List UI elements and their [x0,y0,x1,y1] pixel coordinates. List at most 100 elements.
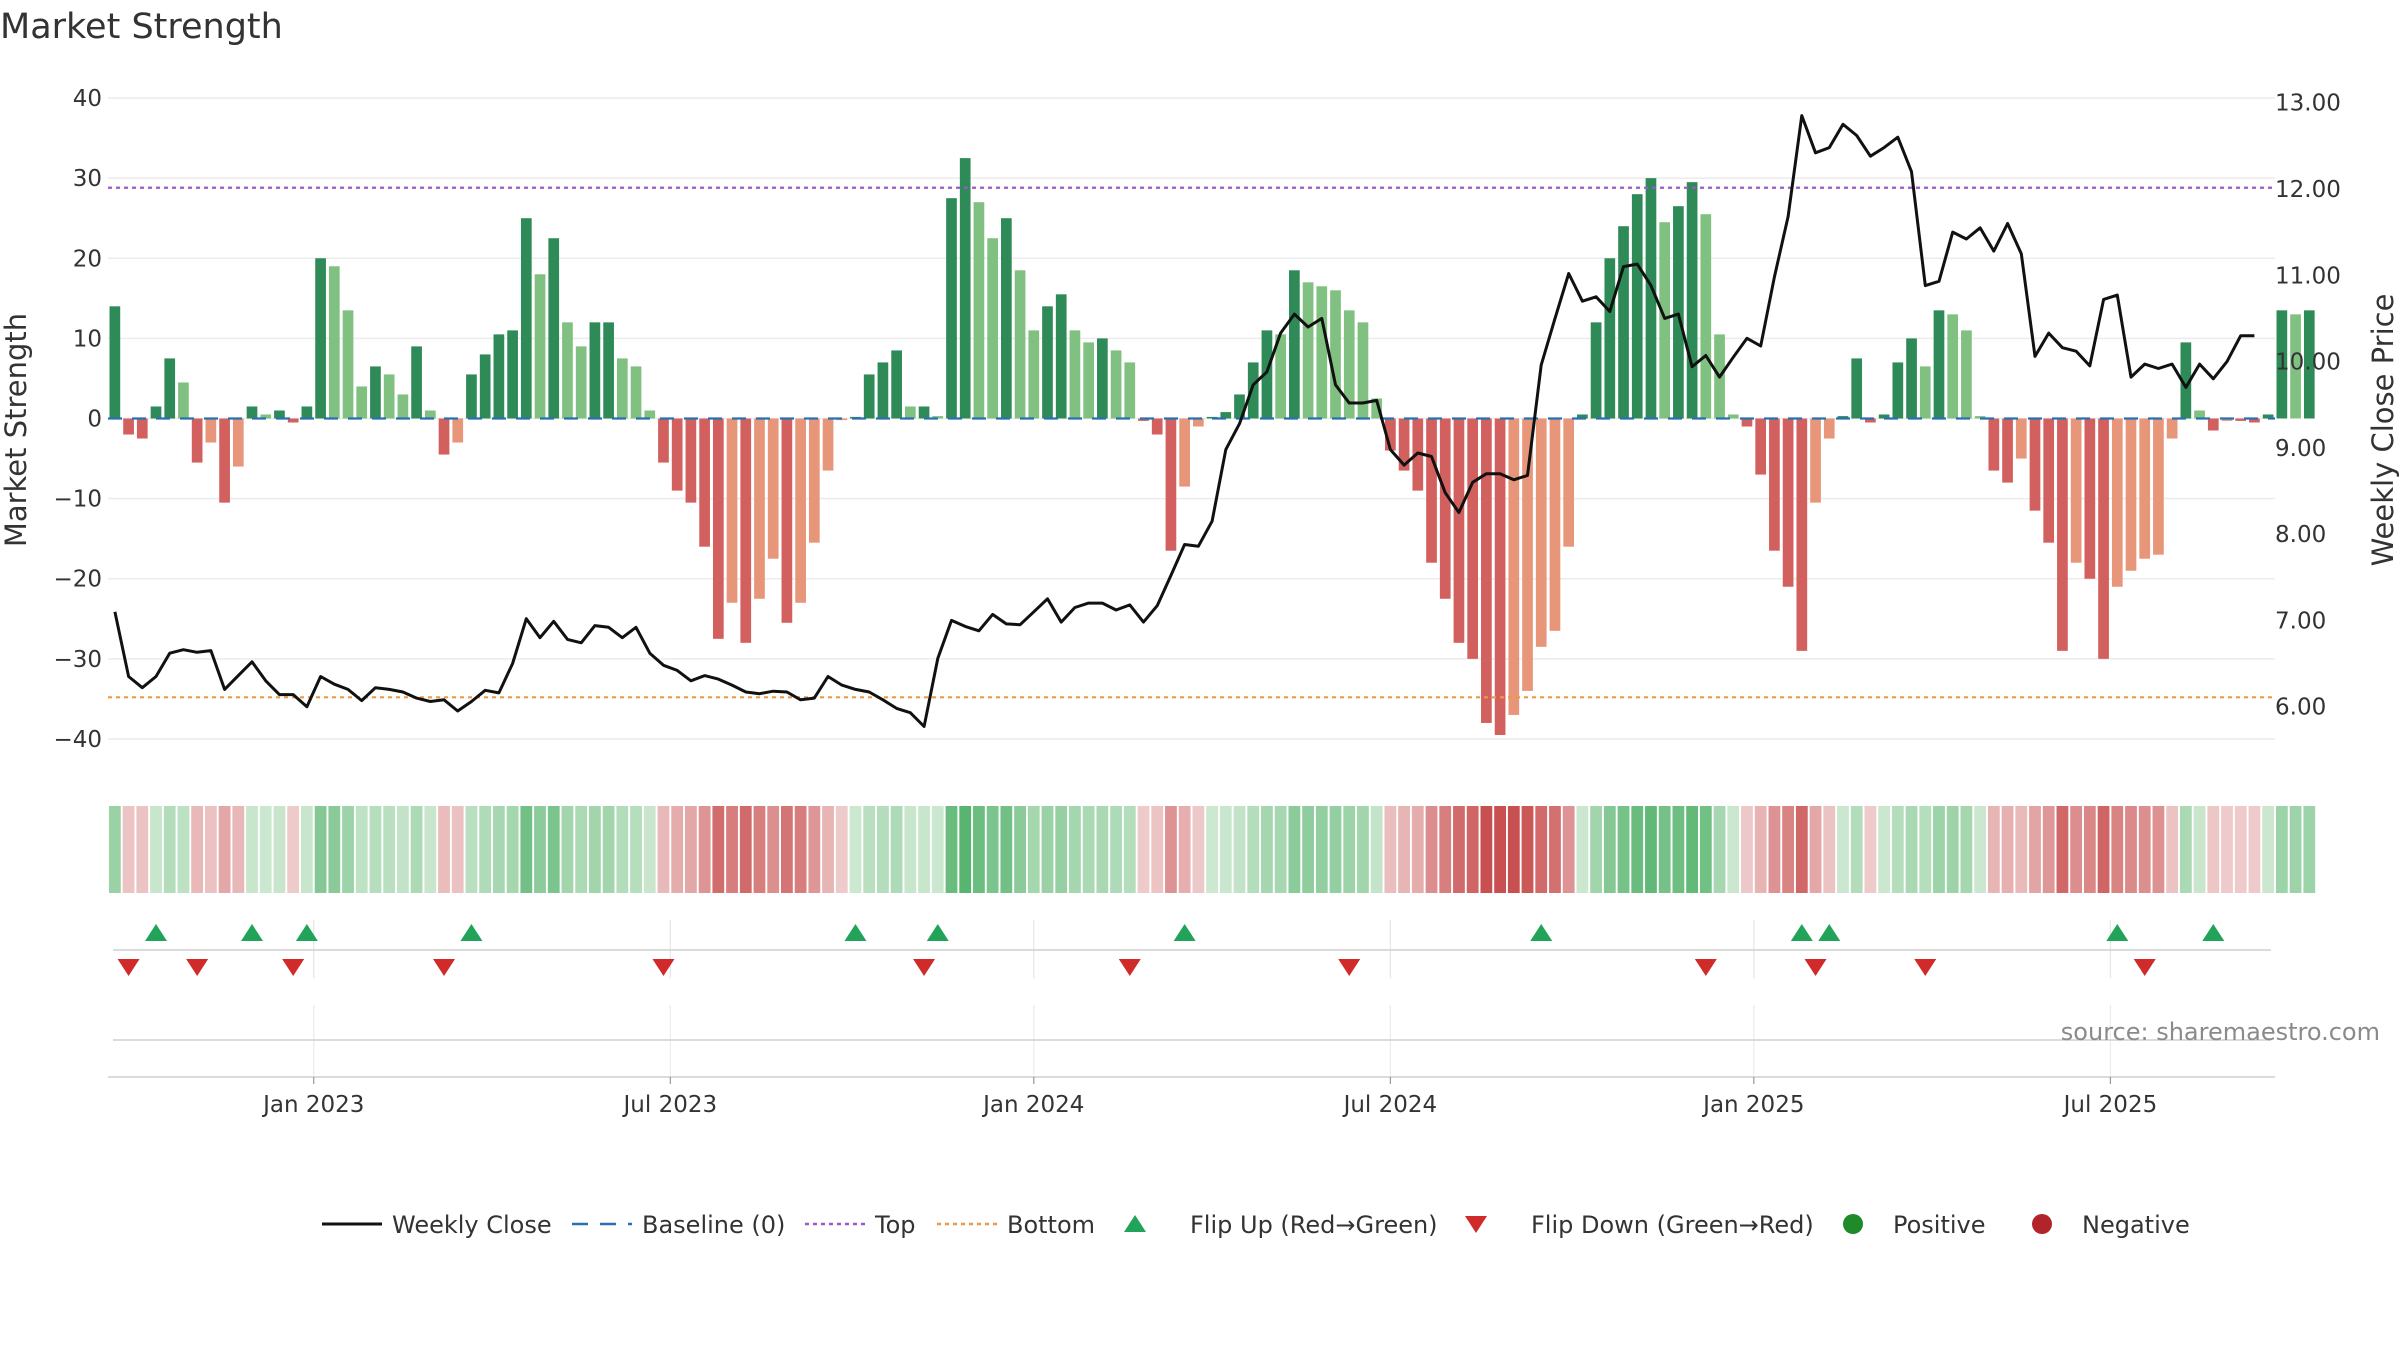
heat-cell [2234,806,2247,893]
heat-cell [465,806,478,893]
strength-bar [2070,418,2082,563]
heat-cell [1987,806,2000,893]
strength-bar [1823,418,1835,439]
heat-cell [1014,806,1026,893]
legend-item: Top [805,1211,916,1239]
heat-cell [2193,806,2206,893]
heat-cell [2015,806,2028,893]
heat-cell [2138,806,2151,893]
heat-cell [1521,806,1534,893]
heat-cell [1507,806,1520,893]
strength-bar [1535,418,1547,647]
flip-up-marker [295,924,318,941]
right-tick-label: 12.00 [2275,177,2341,203]
x-tick-label: Jan 2023 [261,1092,364,1118]
legend-item: Flip Down (Green→Red) [1465,1211,1814,1239]
right-tick-label: 6.00 [2275,695,2326,721]
left-axis-title: Market Strength [0,313,33,547]
legend-label: Baseline (0) [642,1211,785,1239]
flip-up-marker [1173,924,1196,941]
strength-bar [1631,194,1643,419]
strength-bar [644,410,656,419]
heat-cell [1878,806,1891,893]
heat-cell [246,806,258,893]
strength-bar [822,418,834,471]
strength-bar [1549,418,1561,631]
strength-bar [1906,338,1917,419]
strength-bar [164,358,176,419]
flip-up-marker [145,924,168,941]
left-tick-label: 0 [87,407,102,433]
strength-bar [1151,418,1163,435]
heat-cell [314,806,327,893]
heat-cell [547,806,560,893]
legend-negative-swatch [2032,1214,2052,1234]
flip-down-marker [1694,959,1717,976]
strength-bar [2207,418,2219,431]
left-tick-label: 20 [73,246,102,272]
heat-cell [1658,806,1671,893]
strength-bar [658,418,669,463]
heat-cell [1631,806,1644,893]
strength-bar [1220,412,1232,419]
strength-bar [479,354,491,419]
strength-bar [1769,418,1780,551]
strength-bar [685,418,697,503]
strength-bar [1700,214,1712,419]
strength-bar [1673,206,1684,419]
legend-positive-swatch [1843,1214,1863,1234]
weekly-close-line [113,114,2255,728]
flip-up-marker [2106,924,2129,941]
flip-down-marker [913,959,936,976]
strength-bars [109,158,2315,735]
strength-bar [562,322,573,419]
strength-bar [328,266,340,419]
heat-cell [204,806,217,893]
heat-cell [1741,806,1753,893]
strength-bar [1961,330,1972,419]
heat-cell [863,806,876,893]
legend-label: Top [874,1211,916,1239]
heat-cell [712,806,725,893]
strength-bar [1193,418,1204,427]
strength-bar [1755,418,1767,475]
heat-cell [657,806,670,893]
heat-cell [1686,806,1699,893]
strength-bar [2303,310,2315,419]
heat-cell [1288,806,1301,893]
heat-cell [973,806,985,893]
left-tick-label: −20 [53,567,102,593]
heat-cell [1315,806,1328,893]
strength-bar [1453,418,1465,643]
legend-flip-down-swatch [1465,1216,1487,1233]
strength-bar [356,386,368,419]
legend-flip-up-swatch [1124,1215,1146,1232]
heat-cell [232,806,245,893]
heat-cell [1219,806,1232,893]
strength-bar [795,418,806,603]
heat-cell [822,806,834,893]
x-tick-label: Jan 2025 [1701,1092,1804,1118]
strength-bar [178,382,189,419]
heat-cell [136,806,149,893]
strength-bar [2290,314,2301,419]
heat-cell [1891,806,1904,893]
strength-bar [424,410,436,419]
strength-bar [1522,418,1533,691]
heat-cell [643,806,656,893]
strength-bar [1659,222,1671,419]
heat-cell [945,806,958,893]
heat-cell [1261,806,1273,893]
flip-down-marker [1804,959,1827,976]
strength-bar [616,358,628,419]
flip-up-marker [241,924,264,941]
heat-cell [2001,806,2014,893]
strength-bar [2139,418,2151,559]
heat-cell [1466,806,1479,893]
heat-cell [781,806,793,893]
strength-bar [1467,418,1479,659]
strength-bar [2166,418,2178,439]
strength-bar [1494,418,1506,735]
legend-label: Positive [1893,1211,1986,1239]
heat-cell [534,806,546,893]
